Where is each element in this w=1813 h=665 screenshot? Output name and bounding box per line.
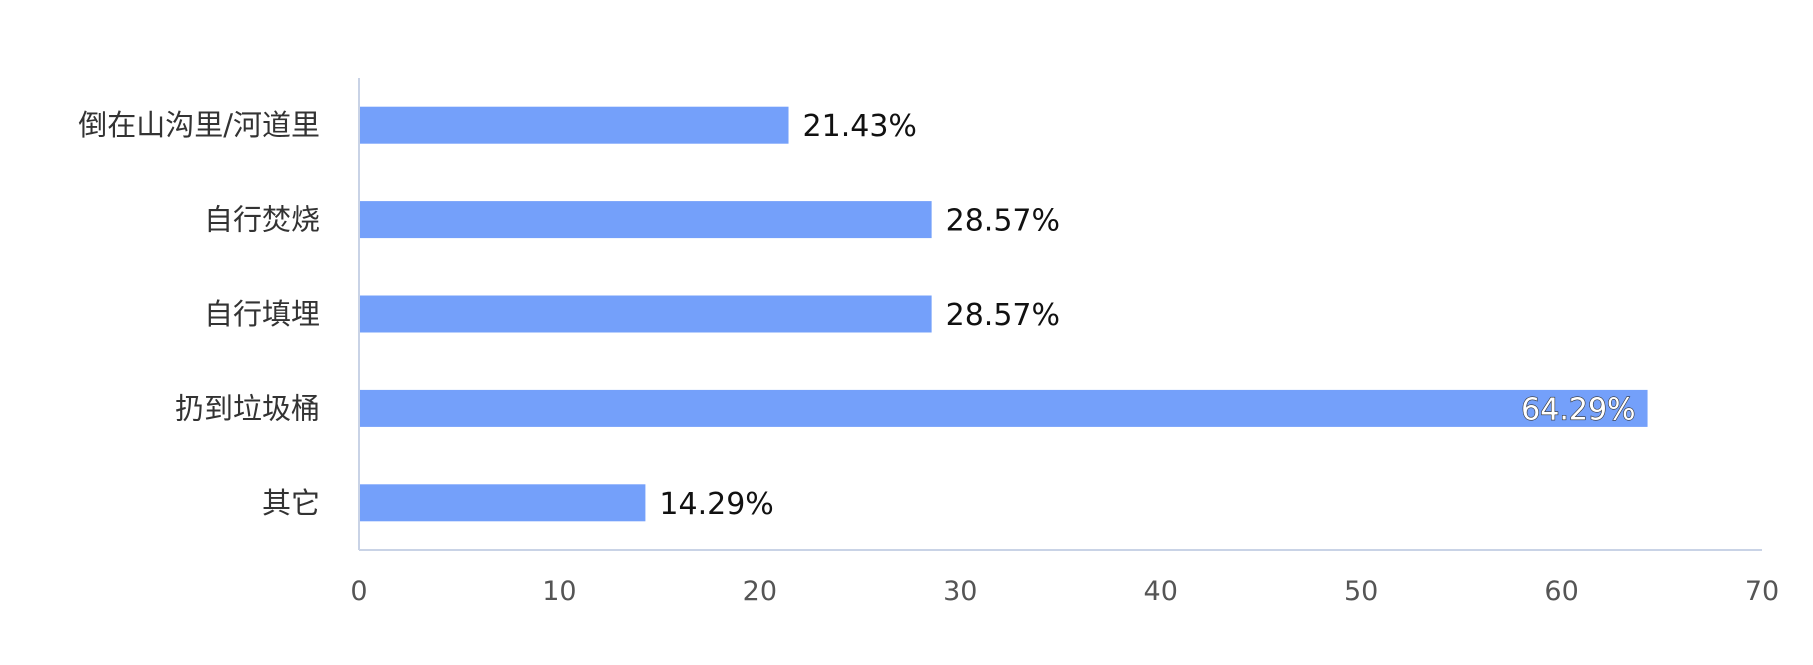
x-tick-label: 20 (743, 576, 777, 607)
bar (360, 484, 646, 522)
labels-layer: 倒在山沟里/河道里 21.43% 自行焚烧 28.57% 自行填埋 28.57% 扔到垃圾桶… (78, 108, 1636, 522)
bar (360, 295, 932, 333)
category-label: 倒在山沟里/河道里 (78, 108, 320, 142)
data-label: 64.29% (1521, 392, 1635, 427)
bars-layer (360, 106, 1648, 522)
category-label: 扔到垃圾桶 (175, 391, 320, 425)
x-tick-label: 30 (943, 576, 977, 607)
data-label: 28.57% (946, 298, 1060, 333)
x-tick-label: 0 (350, 576, 367, 607)
x-tick-label: 60 (1544, 576, 1578, 607)
data-label: 14.29% (659, 487, 773, 522)
bar (360, 201, 932, 239)
bar (360, 389, 1648, 427)
x-tick-label: 50 (1344, 576, 1378, 607)
category-label: 自行填埋 (204, 297, 320, 331)
x-tick-label: 10 (542, 576, 576, 607)
bar (360, 106, 789, 144)
x-tick-label: 40 (1144, 576, 1178, 607)
data-label: 21.43% (803, 109, 917, 144)
data-label: 28.57% (946, 204, 1060, 239)
category-label: 自行焚烧 (204, 203, 320, 237)
axes-layer: 0 10 20 30 40 50 60 70 (350, 78, 1779, 607)
category-label: 其它 (262, 486, 320, 520)
x-tick-label: 70 (1745, 576, 1779, 607)
